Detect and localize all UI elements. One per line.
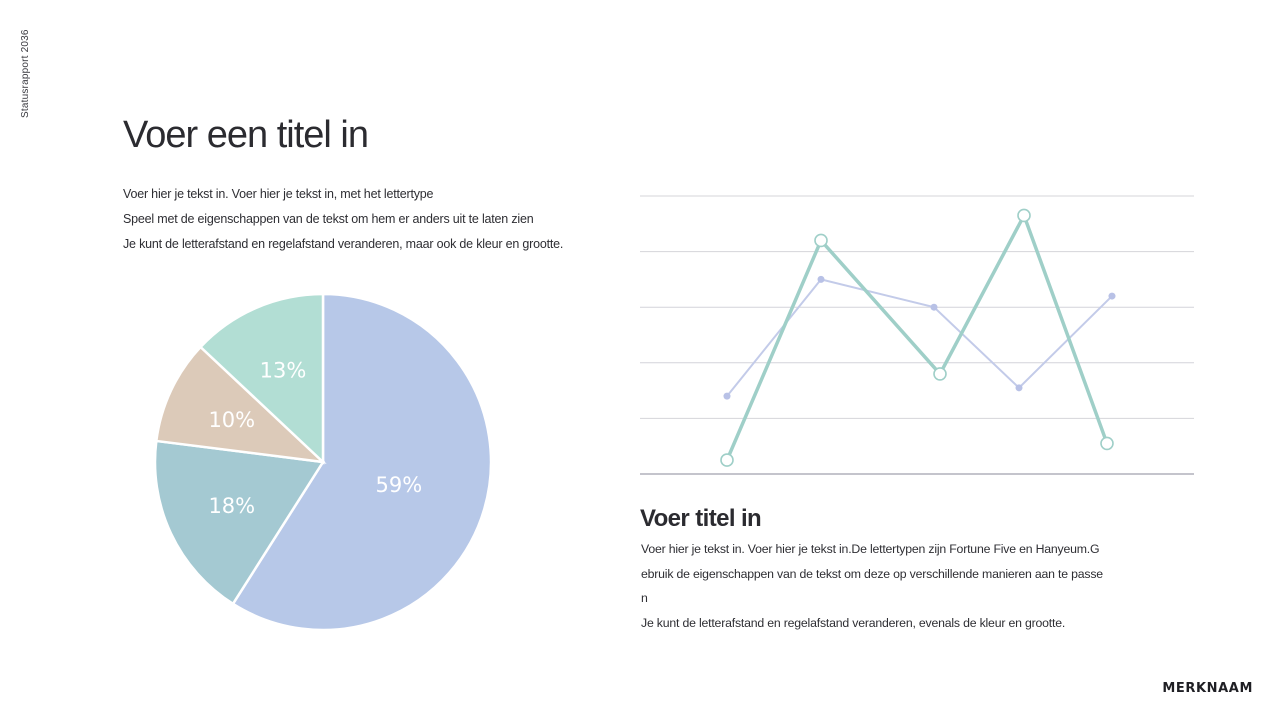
section-line: Voer hier je tekst in. Voer hier je teks… xyxy=(641,542,1100,556)
intro-line: Speel met de eigenschappen van de tekst … xyxy=(123,212,534,226)
intro-line: Je kunt de letterafstand en regelafstand… xyxy=(123,237,564,251)
report-label: Statusrapport 2036 xyxy=(20,29,31,118)
pie-chart: 59% 18% 10% 13% xyxy=(153,292,493,632)
section-line: Je kunt de letterafstand en regelafstand… xyxy=(641,615,1066,630)
series-1-marker xyxy=(814,233,828,248)
page-title: Voer een titel in xyxy=(123,114,369,156)
pie-slice xyxy=(153,439,326,606)
pie-slice xyxy=(231,292,493,632)
series-1-marker xyxy=(933,367,947,381)
series-1-line xyxy=(725,213,1109,461)
pie-slice xyxy=(198,292,325,465)
line-chart xyxy=(640,195,1194,475)
series-1-marker xyxy=(1100,436,1114,451)
series-2-marker xyxy=(1108,292,1116,300)
section-title: Voer titel in xyxy=(640,505,762,532)
pie-slice-label: 18% xyxy=(208,494,255,518)
series-1-marker xyxy=(720,453,734,467)
section-line: n xyxy=(641,591,648,605)
brand-logo: MERKNAAM xyxy=(1162,681,1253,696)
pie-slice-label: 13% xyxy=(260,358,307,382)
series-2-marker xyxy=(817,275,825,283)
pie-slice xyxy=(154,345,327,464)
series-2-marker xyxy=(930,303,938,311)
pie-slice-label: 59% xyxy=(375,473,422,497)
series-1-marker xyxy=(1017,208,1031,223)
section-line: ebruik de eigenschappen van de tekst om … xyxy=(641,566,1103,581)
intro-text: Voer hier je tekst in. Voer hier je teks… xyxy=(123,182,563,257)
intro-line: Voer hier je tekst in. Voer hier je teks… xyxy=(123,187,434,201)
series-2-marker xyxy=(1015,384,1023,392)
section-body: Voer hier je tekst in. Voer hier je teks… xyxy=(641,537,1103,635)
pie-slice-label: 10% xyxy=(208,408,255,432)
series-2-marker xyxy=(723,392,731,400)
